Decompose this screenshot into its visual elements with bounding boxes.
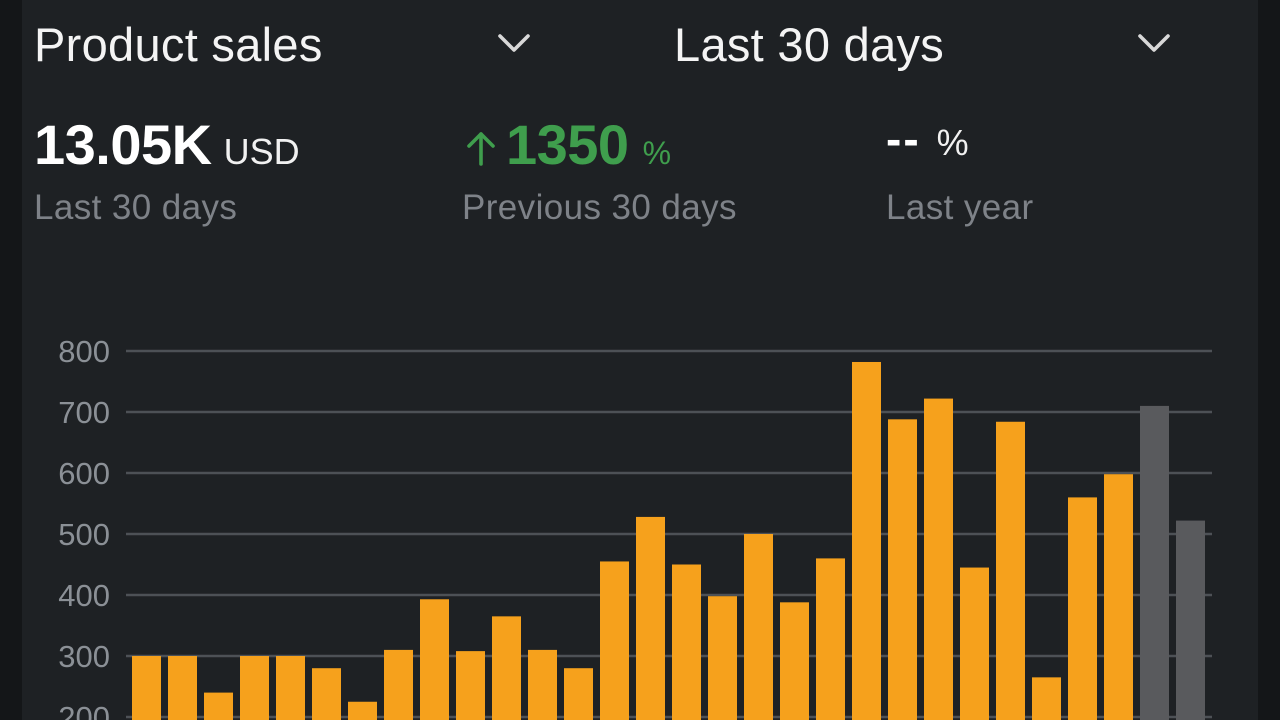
stat-vs-last-year: -- % Last year (886, 112, 1034, 228)
frame-edge-left (0, 0, 22, 720)
sales-bar-chart: 200 300 400 500 600 700 800 (58, 334, 1212, 720)
bar[interactable] (708, 596, 737, 720)
y-tick-label: 400 (58, 578, 110, 613)
bar[interactable] (456, 651, 485, 720)
bar[interactable] (204, 692, 233, 720)
vs-previous-unit: % (642, 135, 672, 171)
vs-previous-caption: Previous 30 days (462, 188, 737, 227)
arrow-up-icon (467, 132, 495, 166)
chevron-down-icon (1138, 34, 1170, 52)
total-sales-unit: USD (223, 131, 300, 172)
bar[interactable] (528, 649, 557, 720)
bar[interactable] (672, 564, 701, 720)
bar[interactable] (348, 701, 377, 720)
bar[interactable] (132, 656, 161, 720)
y-tick-label: 600 (58, 456, 110, 491)
vs-previous-value: 1350 (506, 113, 629, 176)
y-tick-label: 500 (58, 517, 110, 552)
chevron-down-icon (498, 34, 530, 52)
bar[interactable] (384, 649, 413, 720)
bar[interactable] (168, 656, 197, 720)
bar[interactable] (744, 534, 773, 720)
total-sales-caption: Last 30 days (34, 188, 238, 227)
bar[interactable] (960, 567, 989, 720)
vs-last-year-caption: Last year (886, 188, 1034, 227)
bar[interactable] (276, 656, 305, 720)
y-tick-label: 200 (58, 700, 110, 720)
bar[interactable] (564, 668, 593, 720)
bar[interactable] (816, 558, 845, 720)
bar[interactable] (492, 616, 521, 720)
bar[interactable] (1176, 520, 1205, 720)
y-tick-label: 800 (58, 334, 110, 369)
frame-edge-right (1258, 0, 1280, 720)
y-tick-label: 700 (58, 395, 110, 430)
metric-selector-label: Product sales (34, 17, 323, 71)
bar[interactable] (852, 361, 881, 720)
metric-selector[interactable]: Product sales (34, 12, 534, 76)
bar[interactable] (600, 561, 629, 720)
y-tick-label: 300 (58, 639, 110, 674)
bar[interactable] (1104, 474, 1133, 720)
bar[interactable] (240, 656, 269, 720)
period-selector[interactable]: Last 30 days (674, 12, 1174, 76)
bar[interactable] (888, 419, 917, 720)
vs-last-year-value: -- (886, 113, 921, 165)
vs-last-year-unit: % (936, 122, 969, 163)
bar[interactable] (312, 668, 341, 720)
bar[interactable] (420, 599, 449, 720)
bar[interactable] (924, 398, 953, 720)
total-sales-value: 13.05K (34, 113, 212, 176)
bar[interactable] (636, 516, 665, 720)
bar[interactable] (1032, 677, 1061, 720)
bar[interactable] (996, 421, 1025, 720)
period-selector-label: Last 30 days (674, 17, 945, 71)
stat-total-sales: 13.05K USD Last 30 days (34, 112, 300, 228)
bar[interactable] (1140, 405, 1169, 720)
bar[interactable] (1068, 497, 1097, 720)
stat-vs-previous: 1350 % Previous 30 days (462, 112, 737, 228)
bar[interactable] (780, 602, 809, 720)
